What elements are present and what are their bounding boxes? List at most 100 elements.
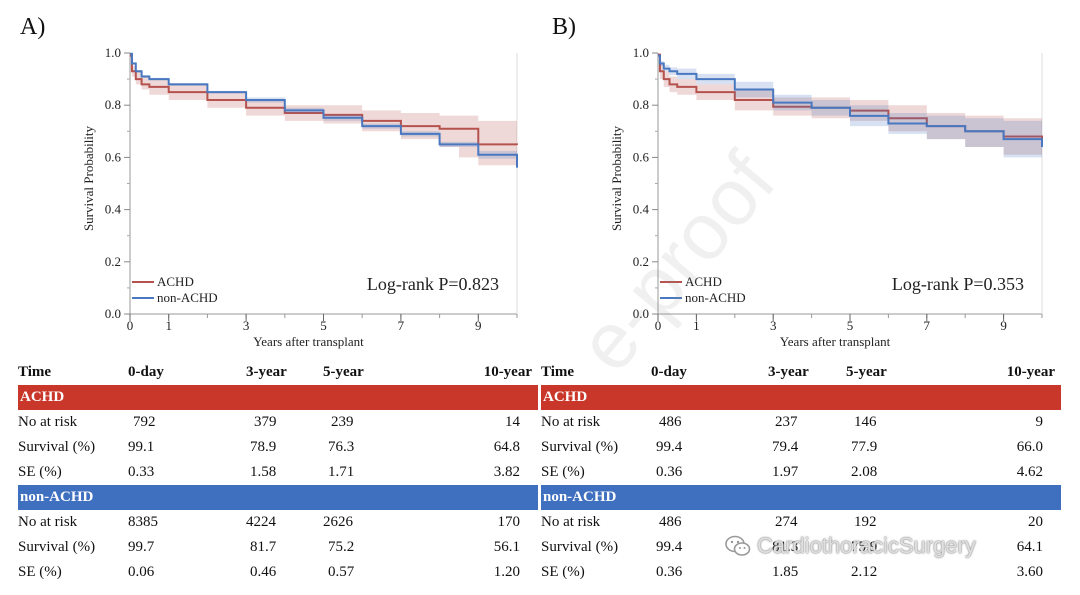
x-axis-label: Years after transplant <box>253 334 364 349</box>
table-cell: 486 <box>659 414 682 430</box>
row-label: SE (%) <box>18 464 62 480</box>
row-label: SE (%) <box>541 464 585 480</box>
group-band-achd: ACHD <box>541 385 1061 410</box>
table-cell: 192 <box>854 514 877 530</box>
table-header-row: Time 0-day 3-year 5-year 10-year <box>541 360 1061 385</box>
legend-label: non-ACHD <box>685 290 746 305</box>
table-cell: 99.4 <box>656 539 683 555</box>
header-10-year: 10-year <box>483 364 532 380</box>
y-axis-label: Survival Probability <box>609 125 624 231</box>
table-cell: 239 <box>331 414 354 430</box>
table-cell: 75.9 <box>851 539 878 555</box>
table-cell: 1.20 <box>493 564 520 580</box>
table-cell: 1.58 <box>250 464 277 480</box>
x-tick-label: 7 <box>924 318 931 333</box>
table-row: No at risk 486 237 146 9 <box>541 410 1061 435</box>
panel-b-chart: 0.0 0.2 0.4 0.6 0.8 1.0 0 1 3 5 7 9 Years after tran… <box>609 45 1043 349</box>
table-cell: 792 <box>133 414 156 430</box>
survival-line-non-achd <box>658 54 1043 147</box>
y-tick-label: 0.8 <box>105 97 121 112</box>
legend-label: ACHD <box>685 274 722 289</box>
group-band-non-achd: non-ACHD <box>18 485 538 510</box>
x-tick-label: 0 <box>655 318 662 333</box>
y-tick-label: 1.0 <box>105 45 121 60</box>
table-cell: 0.06 <box>128 564 155 580</box>
table-cell: 99.1 <box>128 439 155 455</box>
y-tick-label: 0.4 <box>633 202 650 217</box>
row-label: No at risk <box>541 514 601 530</box>
table-cell: 81.7 <box>250 539 277 555</box>
x-tick-label: 3 <box>770 318 777 333</box>
table-cell: 79.4 <box>772 439 799 455</box>
table-cell: 146 <box>854 414 877 430</box>
header-time: Time <box>541 364 575 380</box>
row-label: Survival (%) <box>541 439 619 455</box>
x-tick-label: 0 <box>127 318 134 333</box>
x-tick-label: 3 <box>243 318 250 333</box>
table-row: No at risk 792 379 239 14 <box>18 410 538 435</box>
x-tick-label: 9 <box>475 318 482 333</box>
table-row: Survival (%) 99.4 79.4 77.9 66.0 <box>541 435 1061 460</box>
table-cell: 76.3 <box>328 439 355 455</box>
y-axis-label: Survival Probability <box>81 125 96 231</box>
table-row: SE (%) 0.06 0.46 0.57 1.20 <box>18 560 538 585</box>
table-cell: 64.1 <box>1016 539 1043 555</box>
row-label: SE (%) <box>541 564 585 580</box>
y-tick-label: 0.8 <box>633 97 649 112</box>
header-5-year: 5-year <box>323 364 364 380</box>
row-label: Survival (%) <box>18 439 96 455</box>
table-cell: 237 <box>775 414 798 430</box>
panel-a-label: A) <box>20 14 46 40</box>
log-rank-annotation: Log-rank P=0.823 <box>367 274 499 294</box>
y-tick-label: 0.6 <box>105 149 122 164</box>
table-cell: 3.82 <box>493 464 520 480</box>
x-tick-label: 7 <box>398 318 405 333</box>
table-cell: 14 <box>505 414 520 430</box>
table-cell: 81.3 <box>772 539 799 555</box>
table-row: No at risk 8385 4224 2626 170 <box>18 510 538 535</box>
table-cell: 66.0 <box>1016 439 1043 455</box>
table-cell: 20 <box>1028 514 1043 530</box>
table-cell: 2.12 <box>851 564 878 580</box>
header-0-day: 0-day <box>128 364 164 380</box>
x-tick-label: 5 <box>847 318 854 333</box>
survival-line-non-achd <box>130 52 518 168</box>
table-row: SE (%) 0.33 1.58 1.71 3.82 <box>18 460 538 485</box>
table-cell: 274 <box>775 514 798 530</box>
row-label: Survival (%) <box>541 539 619 555</box>
x-tick-label: 9 <box>1000 318 1007 333</box>
table-header-row: Time 0-day 3-year 5-year 10-year <box>18 360 538 385</box>
table-cell: 75.2 <box>328 539 355 555</box>
log-rank-annotation: Log-rank P=0.353 <box>892 274 1024 294</box>
legend-label: non-ACHD <box>157 290 218 305</box>
table-row: No at risk 486 274 192 20 <box>541 510 1061 535</box>
table-cell: 77.9 <box>851 439 878 455</box>
y-tick-label: 0.2 <box>105 254 121 269</box>
row-label: Survival (%) <box>18 539 96 555</box>
header-3-year: 3-year <box>768 364 809 380</box>
y-tick-label: 0.0 <box>633 306 649 321</box>
table-cell: 0.36 <box>656 564 683 580</box>
header-3-year: 3-year <box>246 364 287 380</box>
table-row: SE (%) 0.36 1.85 2.12 3.60 <box>541 560 1061 585</box>
y-tick-label: 0.6 <box>633 149 650 164</box>
table-cell: 0.33 <box>128 464 155 480</box>
table-cell: 9 <box>1035 414 1044 430</box>
brand-text: CardiothoracicSurgery <box>757 533 976 558</box>
header-time: Time <box>18 364 52 380</box>
panel-a-chart: 0.0 0.2 0.4 0.6 0.8 1.0 0 1 3 5 7 9 Years after tran… <box>81 45 518 349</box>
legend-label: ACHD <box>157 274 194 289</box>
table-cell: 0.36 <box>656 464 683 480</box>
table-row: Survival (%) 99.4 81.3 75.9 64.1 <box>541 535 1061 560</box>
header-5-year: 5-year <box>846 364 887 380</box>
row-label: No at risk <box>18 414 78 430</box>
brand-watermark: CardiothoracicSurgery <box>725 533 976 559</box>
table-cell: 8385 <box>128 514 158 530</box>
x-tick-label: 1 <box>165 318 172 333</box>
y-tick-label: 0.4 <box>105 202 122 217</box>
table-cell: 379 <box>254 414 277 430</box>
table-cell: 99.4 <box>656 439 683 455</box>
row-label: No at risk <box>541 414 601 430</box>
header-10-year: 10-year <box>1006 364 1055 380</box>
group-label: non-ACHD <box>20 489 94 505</box>
